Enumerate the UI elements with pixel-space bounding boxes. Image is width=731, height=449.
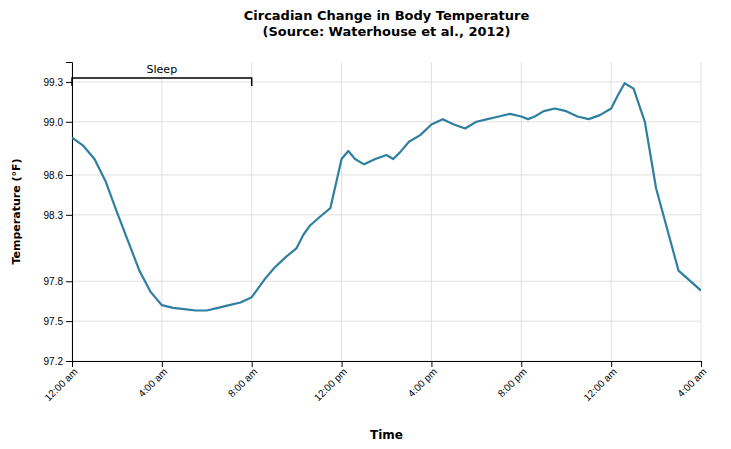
x-tick-label: 12:00 pm (312, 366, 349, 403)
y-tick-label: 98.3 (44, 210, 64, 221)
grid-line-x (161, 62, 162, 361)
x-tick-mark (162, 361, 163, 367)
x-tick: 8:00 pm (496, 361, 529, 399)
grid-line-y (72, 121, 701, 122)
y-tick: 98.3 (44, 210, 72, 221)
x-axis-title: Time (370, 428, 403, 442)
x-tick-label: 4:00 am (675, 366, 708, 399)
y-tick-label: 97.5 (44, 316, 64, 327)
x-tick: 8:00 am (226, 361, 259, 399)
y-axis: 97.2 97.5 97.8 98.3 98.6 99.0 99.3 (44, 63, 73, 367)
grid-line-y (72, 214, 701, 215)
y-tick: 97.5 (44, 316, 72, 327)
x-tick-label: 12:00 am (42, 366, 79, 403)
x-tick: 12:00 pm (312, 361, 349, 403)
grid-line-y (72, 81, 701, 82)
y-tick: 98.6 (44, 170, 72, 181)
y-tick-label: 97.2 (44, 356, 64, 367)
title-line: Circadian Change in Body Temperature (244, 8, 530, 23)
y-tick-mark (66, 215, 72, 216)
x-tick-mark (521, 361, 522, 367)
x-tick: 4:00 am (675, 361, 708, 399)
y-tick: 99.0 (44, 117, 72, 128)
x-tick-label: 12:00 am (581, 366, 618, 403)
annotation-text: Sleep (147, 63, 178, 76)
y-tick: 99.3 (44, 77, 72, 88)
annotation: Sleep (72, 63, 252, 86)
line (72, 83, 701, 310)
y-tick-label: 98.6 (44, 170, 64, 181)
x-tick-mark (342, 361, 343, 367)
x-tick-label: 4:00 am (136, 366, 169, 399)
y-tick-label: 97.8 (44, 276, 64, 287)
x-tick-mark (701, 361, 702, 367)
y-axis-line (66, 63, 73, 362)
grid-line-x (341, 62, 342, 361)
x-tick-label: 8:00 am (226, 366, 259, 399)
grid-line-x (521, 62, 522, 361)
title: Circadian Change in Body Temperature(Sou… (244, 8, 530, 39)
x-axis-line (73, 362, 702, 368)
y-tick: 97.8 (44, 276, 72, 287)
x-tick: 12:00 am (42, 361, 79, 403)
y-tick-mark (66, 122, 72, 123)
x-tick-mark (252, 361, 253, 367)
x-axis: 12:00 am 4:00 am 8:00 am 12:00 pm 4:00 pm 8:0… (42, 361, 708, 403)
bracket (72, 78, 252, 86)
grid-line-x (701, 62, 702, 361)
title-line: (Source: Waterhouse et al., 2012) (262, 24, 510, 39)
x-tick: 4:00 am (136, 361, 169, 399)
x-tick-label: 4:00 pm (406, 366, 439, 399)
x-tick-label: 8:00 pm (496, 366, 529, 399)
y-tick-mark (66, 321, 72, 322)
y-axis-title: Temperature (°F) (10, 158, 23, 264)
x-tick-mark (611, 361, 612, 367)
x-tick: 12:00 am (581, 361, 618, 403)
grid-line-y (72, 281, 701, 282)
x-tick: 4:00 pm (406, 361, 439, 399)
grid-line-y (72, 321, 701, 322)
series (72, 83, 701, 310)
grid-line-x (251, 62, 252, 361)
y-tick-mark (66, 82, 72, 83)
y-tick-label: 99.0 (44, 117, 64, 128)
x-tick-mark (431, 361, 432, 367)
grid (72, 62, 701, 361)
plot-area: 12:00 am 4:00 am 8:00 am 12:00 pm 4:00 pm 8:0… (42, 62, 708, 403)
y-tick: 97.2 (44, 356, 72, 367)
y-tick-label: 99.3 (44, 77, 64, 88)
chart: 12:00 am 4:00 am 8:00 am 12:00 pm 4:00 pm 8:0… (0, 0, 731, 449)
y-tick-mark (66, 281, 72, 282)
y-tick-mark (66, 175, 72, 176)
grid-line-x (431, 62, 432, 361)
grid-line-y (72, 174, 701, 175)
y-tick-mark (66, 361, 72, 362)
